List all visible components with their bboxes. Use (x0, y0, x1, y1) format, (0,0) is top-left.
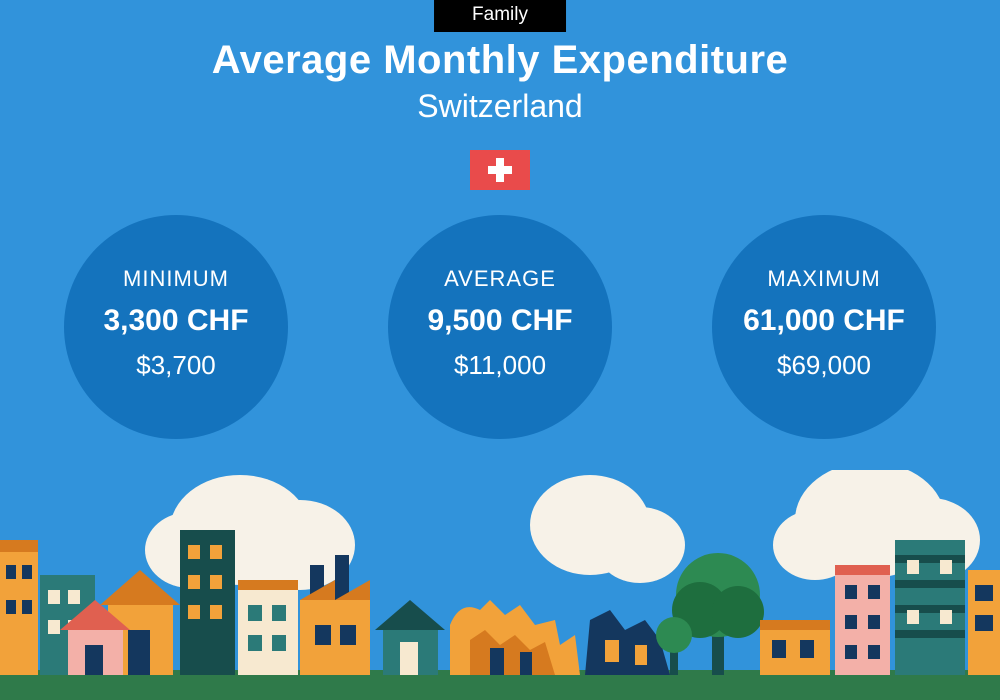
stat-secondary: $11,000 (454, 350, 546, 381)
category-badge: Family (434, 0, 566, 32)
category-badge-text: Family (472, 4, 528, 25)
stat-secondary: $69,000 (777, 350, 871, 381)
stat-label: MINIMUM (123, 266, 229, 292)
swiss-flag-icon (470, 150, 530, 190)
stat-secondary: $3,700 (136, 350, 216, 381)
stat-primary: 61,000 CHF (743, 304, 905, 338)
flag-cross-horizontal (488, 166, 512, 174)
stat-circle-maximum: MAXIMUM 61,000 CHF $69,000 (712, 215, 936, 439)
stat-primary: 3,300 CHF (103, 304, 248, 338)
stat-circle-average: AVERAGE 9,500 CHF $11,000 (388, 215, 612, 439)
page-title: Average Monthly Expenditure (0, 38, 1000, 83)
city-illustration (0, 470, 1000, 700)
stats-row: MINIMUM 3,300 CHF $3,700 AVERAGE 9,500 C… (0, 215, 1000, 439)
stat-label: AVERAGE (444, 266, 556, 292)
stat-primary: 9,500 CHF (427, 304, 572, 338)
stat-label: MAXIMUM (767, 266, 880, 292)
page-subtitle: Switzerland (0, 88, 1000, 125)
stat-circle-minimum: MINIMUM 3,300 CHF $3,700 (64, 215, 288, 439)
